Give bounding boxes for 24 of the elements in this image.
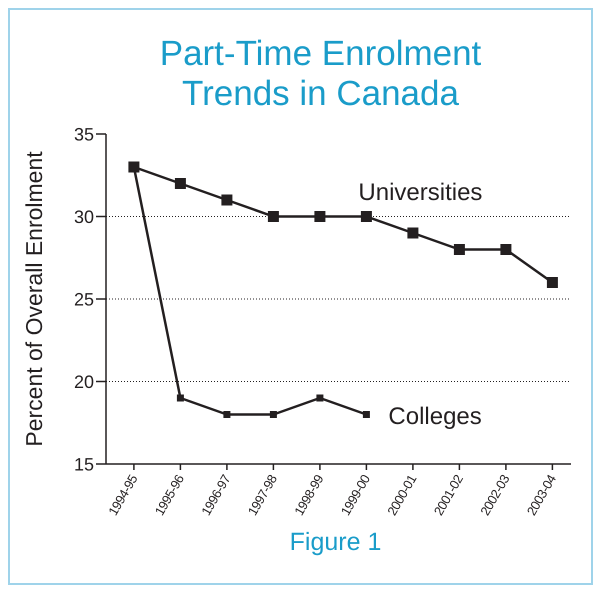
point <box>268 211 279 222</box>
chart-title: Part-Time Enrolment Trends in Canada <box>158 34 482 114</box>
point <box>176 394 184 402</box>
y-tick-label: 20 <box>74 372 94 392</box>
y-tick-label: 30 <box>74 206 94 227</box>
point <box>407 228 418 238</box>
y-tick-label: 15 <box>74 454 94 474</box>
point <box>314 211 326 222</box>
series-label: Colleges <box>388 403 482 430</box>
point <box>546 277 558 288</box>
point <box>174 178 186 189</box>
caption: Figure 1 <box>288 528 382 557</box>
y-tick-label: 35 <box>74 124 94 144</box>
point <box>316 394 324 402</box>
point <box>500 244 512 255</box>
series-label: Universities <box>358 179 482 206</box>
y-tick-label: 25 <box>74 289 94 310</box>
point <box>221 194 232 206</box>
point <box>223 411 230 418</box>
y-axis-title: Percent of Overall Enrolment <box>21 150 48 447</box>
point <box>362 411 370 418</box>
point <box>454 244 465 255</box>
point <box>360 211 372 222</box>
point <box>270 411 277 418</box>
